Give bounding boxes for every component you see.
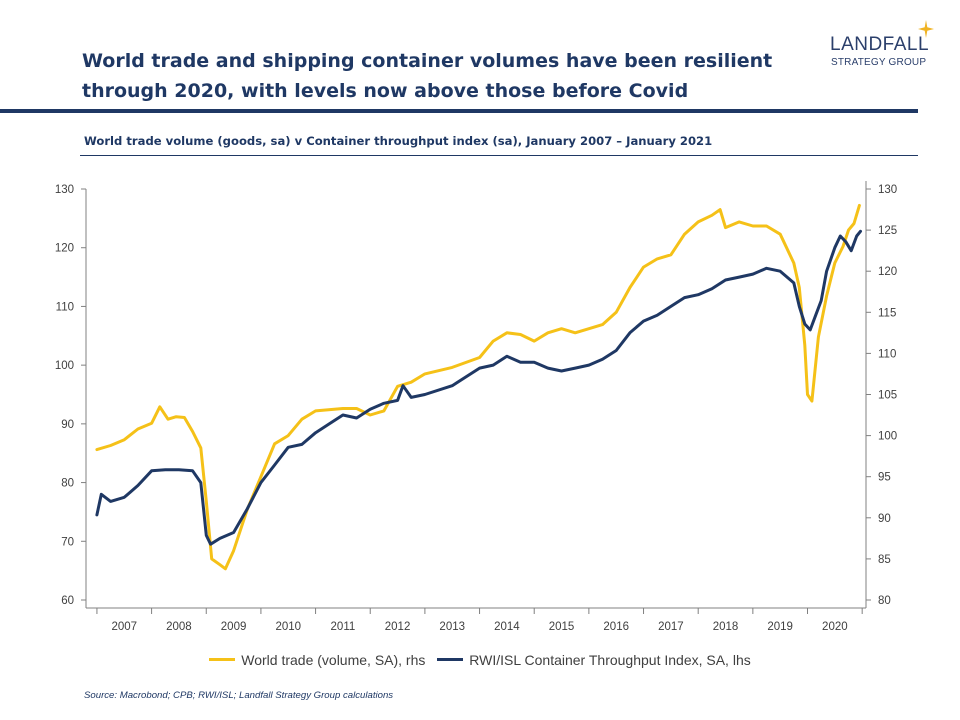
landfall-logo: LANDFALL STRATEGY GROUP bbox=[818, 20, 940, 80]
header-rule bbox=[0, 109, 918, 113]
legend-item-container-index: RWI/ISL Container Throughput Index, SA, … bbox=[437, 651, 751, 668]
left-tick-label: 130 bbox=[55, 184, 74, 196]
right-tick-label: 110 bbox=[878, 348, 896, 360]
x-tick-label: 2008 bbox=[166, 621, 192, 633]
x-tick-label: 2014 bbox=[494, 621, 520, 633]
chart-subtitle: World trade volume (goods, sa) v Contain… bbox=[84, 134, 713, 148]
chart-title: World trade and shipping container volum… bbox=[82, 46, 782, 106]
right-tick-label: 115 bbox=[878, 307, 896, 319]
legend-label-container-index: RWI/ISL Container Throughput Index, SA, … bbox=[469, 651, 751, 668]
x-tick-label: 2011 bbox=[331, 621, 356, 633]
x-tick-label: 2013 bbox=[439, 621, 465, 633]
left-tick-label: 70 bbox=[61, 536, 74, 548]
x-tick-label: 2020 bbox=[822, 621, 848, 633]
title-line-1: World trade and shipping container volum… bbox=[82, 50, 773, 72]
logo-name: LANDFALL bbox=[830, 34, 930, 55]
logo-tagline: STRATEGY GROUP bbox=[831, 57, 927, 68]
x-tick-label: 2019 bbox=[767, 621, 793, 633]
left-tick-label: 60 bbox=[61, 595, 74, 607]
chart-axes: 60 70 80 90 100 110 120 130 80 85 90 95 100 105 110 115… bbox=[55, 181, 897, 633]
x-tick-label: 2012 bbox=[385, 621, 411, 633]
series-line-world-trade bbox=[95, 203, 861, 571]
right-tick-label: 130 bbox=[878, 184, 897, 196]
left-tick-label: 80 bbox=[61, 478, 74, 490]
x-tick-label: 2015 bbox=[549, 621, 575, 633]
source-note: Source: Macrobond; CPB; RWI/ISL; Landfal… bbox=[84, 690, 394, 701]
title-line-2: through 2020, with levels now above thos… bbox=[82, 80, 689, 102]
x-tick-label: 2016 bbox=[603, 621, 629, 633]
right-tick-label: 80 bbox=[878, 595, 891, 607]
legend-swatch-world-trade bbox=[209, 658, 236, 661]
legend-item-world-trade: World trade (volume, SA), rhs bbox=[209, 652, 425, 668]
left-tick-label: 100 bbox=[55, 360, 74, 372]
left-tick-label: 110 bbox=[56, 301, 74, 313]
legend-label-world-trade: World trade (volume, SA), rhs bbox=[241, 651, 426, 668]
x-tick-label: 2010 bbox=[275, 621, 301, 633]
legend-swatch-container-index bbox=[437, 658, 464, 661]
series-line-container-index bbox=[95, 229, 862, 546]
x-tick-label: 2007 bbox=[111, 621, 137, 633]
right-tick-label: 125 bbox=[878, 225, 897, 237]
x-tick-label: 2009 bbox=[221, 621, 247, 633]
right-tick-label: 100 bbox=[878, 431, 897, 443]
left-tick-label: 90 bbox=[61, 419, 74, 431]
chart-series bbox=[95, 203, 862, 571]
right-tick-label: 105 bbox=[878, 390, 897, 402]
star-icon bbox=[918, 20, 934, 38]
left-tick-label: 120 bbox=[55, 243, 74, 255]
subtitle-rule bbox=[80, 155, 918, 156]
right-tick-label: 95 bbox=[878, 472, 891, 484]
chart-legend: World trade (volume, SA), rhs RWI/ISL Co… bbox=[0, 648, 960, 668]
right-tick-label: 90 bbox=[878, 513, 891, 525]
x-tick-label: 2018 bbox=[713, 621, 739, 633]
x-tick-label: 2017 bbox=[658, 621, 684, 633]
right-tick-label: 120 bbox=[878, 266, 897, 278]
right-tick-label: 85 bbox=[878, 554, 891, 566]
